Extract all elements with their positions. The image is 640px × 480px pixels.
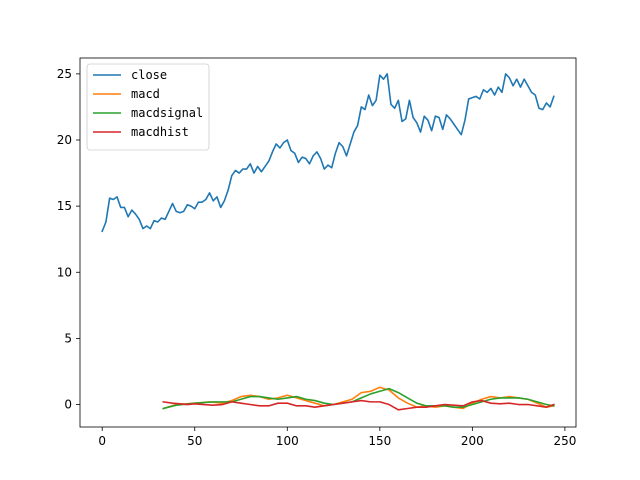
series-line-close xyxy=(101,73,555,233)
axes-frame xyxy=(79,57,577,428)
y-tick-label: 10 xyxy=(57,265,72,279)
legend-label-close: close xyxy=(131,68,167,82)
series-line-macd xyxy=(162,386,555,410)
y-tick-label: 25 xyxy=(57,67,72,81)
legend-label-macdsignal: macdsignal xyxy=(131,106,203,120)
legend-label-macd: macd xyxy=(131,87,160,101)
legend-label-macdhist: macdhist xyxy=(131,125,189,139)
y-axis: 0 5 10 15 20 25 xyxy=(57,67,80,412)
y-tick-label: 20 xyxy=(57,133,72,147)
x-tick-label: 150 xyxy=(368,434,391,448)
legend: close macd macdsignal macdhist xyxy=(86,63,210,151)
y-tick-label: 15 xyxy=(57,199,72,213)
y-tick-label: 5 xyxy=(64,331,72,345)
x-tick-label: 0 xyxy=(98,434,106,448)
x-tick-label: 200 xyxy=(461,434,484,448)
x-axis: 0 50 100 150 200 250 xyxy=(98,427,576,448)
series-line-macdhist xyxy=(162,399,555,411)
series-line-macdsignal xyxy=(162,387,555,410)
x-tick-label: 250 xyxy=(553,434,576,448)
series-layer xyxy=(101,73,555,411)
y-tick-label: 0 xyxy=(64,398,72,412)
legend-box xyxy=(86,63,210,151)
x-tick-label: 100 xyxy=(276,434,299,448)
x-tick-label: 50 xyxy=(187,434,202,448)
